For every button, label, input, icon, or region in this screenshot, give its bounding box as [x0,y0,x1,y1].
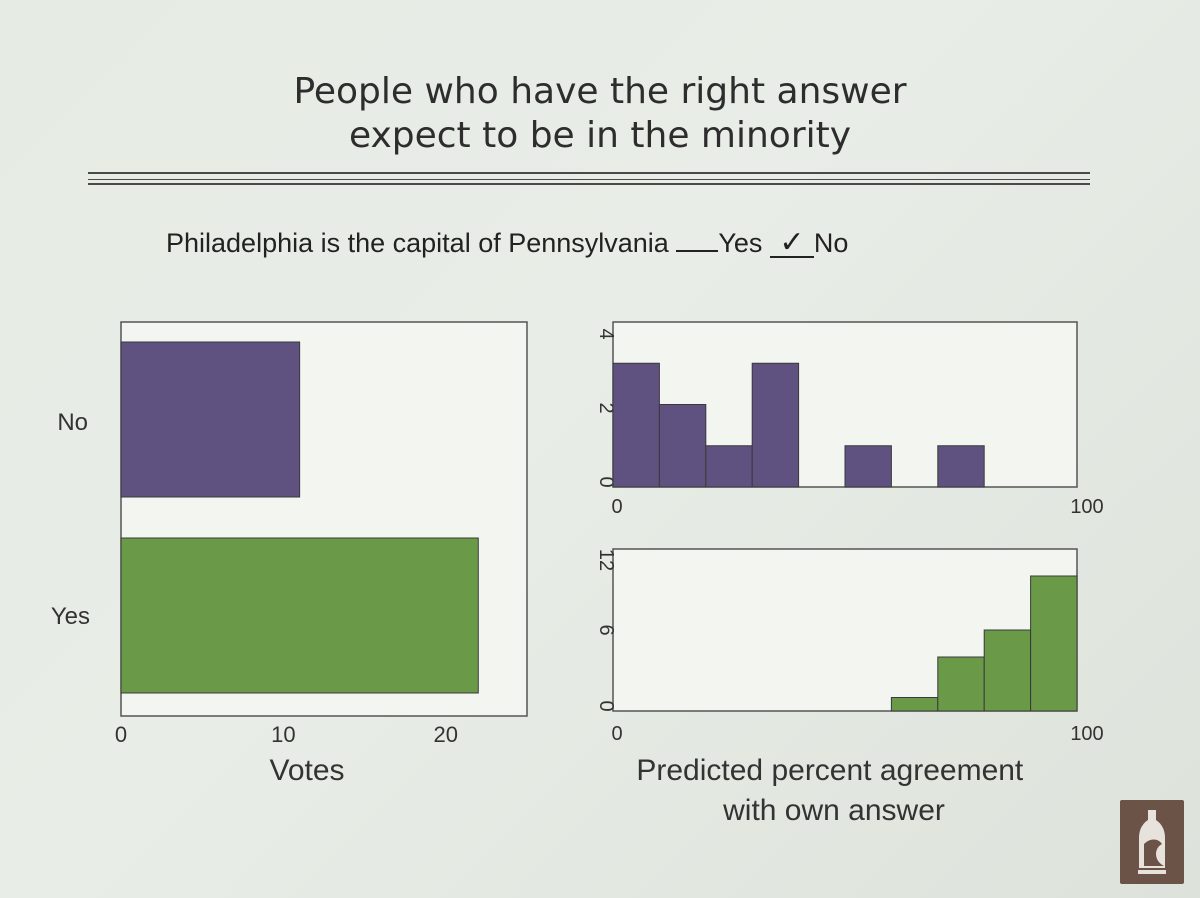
no-hist-ytick-4: 4 [595,328,617,339]
yes-hist-ytick-0: 0 [595,700,617,711]
votes-tick-10: 10 [271,722,295,747]
yes-hist-bin-70-80 [937,656,985,712]
checkmark-icon: ✓ [769,228,814,258]
question-text: Philadelphia is the capital of Pennsylva… [166,228,669,258]
slide-title: People who have the right answer expect … [200,70,1000,158]
votes-axis-label: Votes [269,754,344,787]
no-hist-bin-20-30 [705,445,753,488]
yes-hist-bin-80-90 [983,629,1032,712]
no-hist-bin-70-80 [937,445,985,488]
no-hist-ytick-0: 0 [595,476,617,487]
title-divider-top [88,172,1090,174]
yes-blank [676,230,719,252]
yes-hist-bin-90-100 [1030,575,1078,712]
no-hist-bin-30-40 [751,362,800,488]
slide-title-line-2: expect to be in the minority [348,115,852,156]
title-divider-middle [88,179,1090,180]
option-no: No [813,228,849,258]
bar-no [120,341,301,498]
no-hist-bin-0-10 [612,362,660,488]
no-hist-bin-10-20 [658,404,707,488]
votes-tick-0: 0 [115,722,127,747]
yes-hist-xtick-100: 100 [1070,723,1103,745]
no-hist-bin-50-60 [844,445,892,488]
no-hist-xtick-0: 0 [611,496,622,518]
question: Philadelphia is the capital of Pennsylva… [166,228,848,259]
votes-tick-20: 20 [434,722,458,747]
option-yes: Yes [718,228,763,258]
yes-hist-bin-60-70 [890,697,939,712]
histogram-axis-label: Predicted percent agreement with own ans… [636,754,1031,827]
logo-icon [1138,810,1166,874]
no-histogram: 4 2 0 0 100 [595,321,1104,518]
title-divider-bottom [88,183,1090,185]
no-hist-xtick-100: 100 [1070,496,1103,518]
histogram-axis-label-line-2: with own answer [722,794,945,827]
category-label-no: No [57,409,88,436]
histogram-axis-label-line-1: Predicted percent agreement [636,754,1024,787]
votes-chart: No Yes 0 10 20 Votes [51,321,528,787]
bar-yes [120,537,479,694]
yes-histogram: 12 6 0 0 100 Predicted percent agreement… [595,548,1104,827]
slide-title-line-1: People who have the right answer [293,71,907,112]
yes-hist-xtick-0: 0 [611,723,622,745]
no-hist-ytick-2: 2 [595,402,617,413]
yes-hist-ytick-12: 12 [595,549,617,571]
yes-hist-ytick-6: 6 [595,624,617,635]
category-label-yes: Yes [51,603,90,630]
logo [1120,800,1184,884]
